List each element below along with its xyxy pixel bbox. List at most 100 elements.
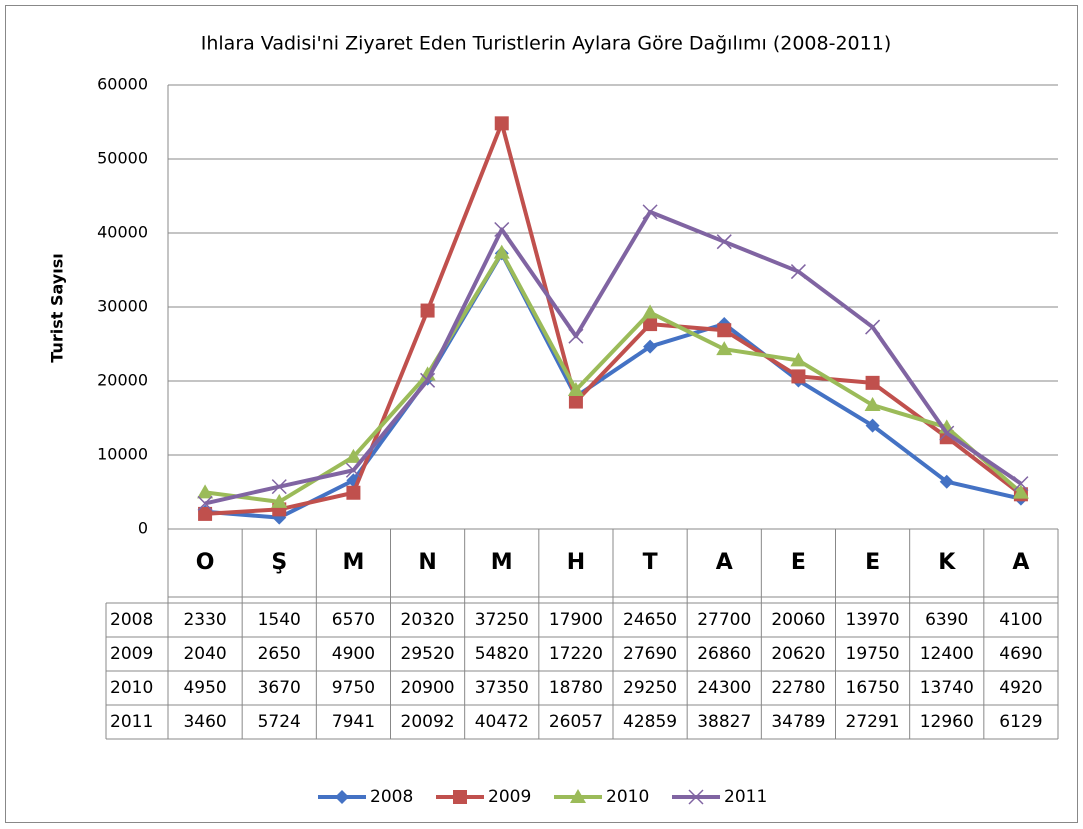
table-row-label: 2008 — [110, 610, 153, 630]
point-marker — [345, 448, 362, 463]
table-cell: 17900 — [549, 610, 603, 630]
y-tick-label: 60000 — [97, 75, 148, 94]
legend-label: 2009 — [488, 787, 531, 807]
point-marker — [865, 375, 880, 390]
table-cell: 4900 — [332, 644, 375, 664]
table-row-label: 2009 — [110, 644, 153, 664]
legend-label: 2010 — [606, 787, 649, 807]
point-marker — [939, 425, 955, 441]
point-marker — [688, 789, 704, 805]
x-tick-label: E — [791, 550, 806, 575]
table-cell: 20320 — [401, 610, 455, 630]
table-cell: 29520 — [401, 644, 455, 664]
y-tick-label: 50000 — [97, 149, 148, 168]
table-cell: 27690 — [623, 644, 677, 664]
point-marker — [335, 790, 349, 804]
point-marker — [865, 319, 881, 335]
table-cell: 18780 — [549, 678, 603, 698]
table-row-label: 2011 — [110, 712, 153, 732]
point-marker — [420, 372, 436, 388]
y-tick-label: 20000 — [97, 371, 148, 390]
table-cell: 9750 — [332, 678, 375, 698]
point-marker — [643, 317, 658, 332]
point-marker — [494, 116, 509, 131]
x-tick-label: A — [1012, 550, 1029, 575]
point-marker — [493, 244, 510, 259]
point-marker — [197, 484, 214, 499]
table-cell: 12960 — [920, 712, 974, 732]
point-marker — [790, 352, 807, 367]
point-marker — [717, 323, 732, 338]
table-cell: 24650 — [623, 610, 677, 630]
point-marker — [642, 204, 658, 220]
table-cell: 5724 — [258, 712, 301, 732]
table-cell: 1540 — [258, 610, 301, 630]
table-cell: 6390 — [925, 610, 968, 630]
point-marker — [1012, 484, 1029, 499]
y-tick-label: 30000 — [97, 297, 148, 316]
point-marker — [864, 397, 881, 412]
table-cell: 20620 — [771, 644, 825, 664]
table-cell: 20060 — [771, 610, 825, 630]
table-cell: 4690 — [999, 644, 1042, 664]
point-marker — [865, 418, 880, 433]
table-cell: 26057 — [549, 712, 603, 732]
table-cell: 2330 — [183, 610, 226, 630]
table-cell: 4920 — [999, 678, 1042, 698]
table-cell: 4950 — [183, 678, 226, 698]
point-marker — [643, 339, 658, 354]
point-marker — [271, 479, 287, 495]
table-cell: 13970 — [846, 610, 900, 630]
table-cell: 13740 — [920, 678, 974, 698]
x-tick-label: N — [418, 550, 436, 575]
point-marker — [570, 789, 586, 803]
table-cell: 6570 — [332, 610, 375, 630]
table-cell: 38827 — [697, 712, 751, 732]
point-marker — [271, 493, 288, 508]
y-tick-label: 40000 — [97, 223, 148, 242]
point-marker — [453, 790, 467, 804]
legend-label: 2008 — [370, 787, 413, 807]
y-tick-label: 0 — [138, 519, 148, 538]
table-cell: 37250 — [475, 610, 529, 630]
x-tick-label: O — [196, 550, 215, 575]
point-marker — [939, 474, 954, 489]
table-cell: 7941 — [332, 712, 375, 732]
table-cell: 27700 — [697, 610, 751, 630]
x-tick-label: M — [491, 550, 513, 575]
table-cell: 12400 — [920, 644, 974, 664]
y-tick-label: 10000 — [97, 445, 148, 464]
table-cell: 2040 — [183, 644, 226, 664]
series-line — [204, 209, 1023, 506]
table-cell: 2650 — [258, 644, 301, 664]
table-cell: 20092 — [401, 712, 455, 732]
x-tick-label: K — [938, 550, 956, 575]
point-marker — [198, 506, 213, 521]
table-cell: 26860 — [697, 644, 751, 664]
x-tick-label: M — [342, 550, 364, 575]
table-cell: 40472 — [475, 712, 529, 732]
point-marker — [716, 234, 732, 250]
table-row-label: 2010 — [110, 678, 153, 698]
table-cell: 22780 — [771, 678, 825, 698]
series-line — [204, 251, 1022, 520]
point-marker — [568, 394, 583, 409]
series-line — [204, 121, 1023, 516]
table-cell: 4100 — [999, 610, 1042, 630]
point-marker — [568, 328, 584, 344]
x-tick-label: E — [865, 550, 880, 575]
table-cell: 3460 — [183, 712, 226, 732]
point-marker — [790, 264, 806, 280]
y-axis-label: Turist Sayısı — [48, 253, 67, 362]
table-cell: 34789 — [771, 712, 825, 732]
point-marker — [642, 304, 659, 319]
chart-title: Ihlara Vadisi'ni Ziyaret Eden Turistleri… — [201, 33, 892, 55]
point-marker — [716, 341, 733, 356]
point-marker — [567, 382, 584, 397]
x-tick-label: Ş — [271, 550, 287, 575]
point-marker — [346, 485, 361, 500]
point-marker — [494, 221, 510, 238]
table-cell: 29250 — [623, 678, 677, 698]
point-marker — [345, 462, 361, 478]
